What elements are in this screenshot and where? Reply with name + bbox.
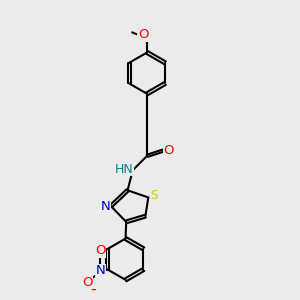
Text: N: N bbox=[100, 200, 110, 213]
Text: N: N bbox=[95, 265, 105, 278]
Text: O: O bbox=[164, 144, 174, 157]
Text: O: O bbox=[138, 28, 148, 41]
Text: S: S bbox=[150, 189, 158, 202]
Text: O: O bbox=[95, 244, 106, 257]
Text: HN: HN bbox=[115, 163, 134, 176]
Text: O: O bbox=[82, 276, 92, 289]
Text: -: - bbox=[90, 282, 96, 297]
